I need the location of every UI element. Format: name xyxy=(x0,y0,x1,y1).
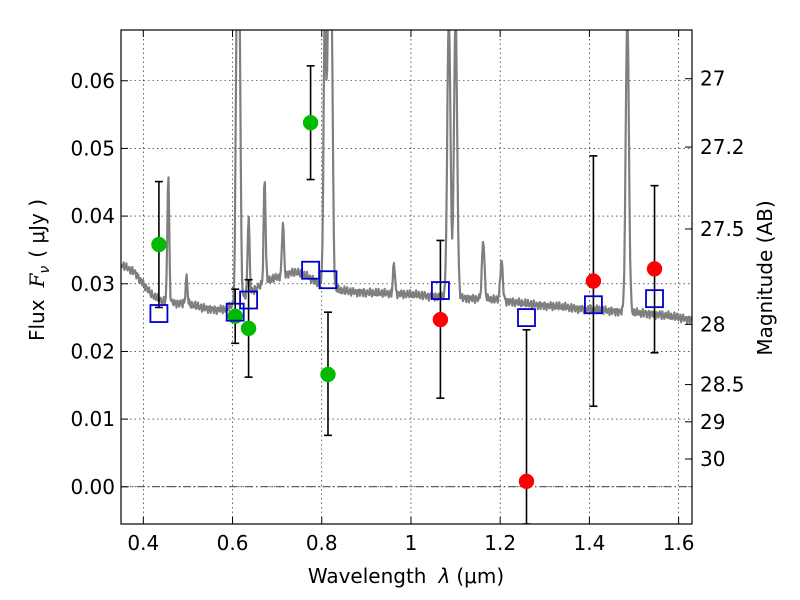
x-tick-label: 1.6 xyxy=(663,531,695,555)
y2-tick-label: 30 xyxy=(700,447,725,471)
ticks-layer: 0.4 0.6 0.8 1 1.2 1.4 1.6 0.00 0.01 0.02 0.03 0.04 0… xyxy=(70,30,745,555)
blue-square-marker xyxy=(584,295,603,315)
y2-tick-label: 27 xyxy=(700,67,725,91)
x-axis-label-text: Wavelength xyxy=(308,564,427,588)
y2-tick-label: 29 xyxy=(700,410,725,434)
green-circle-marker xyxy=(151,236,167,253)
spectrum-layer xyxy=(121,30,692,325)
red-circle-marker xyxy=(432,311,449,328)
y-axis-unit: ( μJy ) xyxy=(25,199,49,258)
y-tick-label: 0.04 xyxy=(70,204,115,228)
y-axis-label: Flux Fν ( μJy ) xyxy=(25,199,53,341)
x-tick-label: 0.8 xyxy=(306,531,338,555)
green-circle-marker xyxy=(240,320,257,337)
blue-square-marker xyxy=(239,290,258,310)
y2-tick-label: 28 xyxy=(700,312,725,336)
plot-area xyxy=(121,30,692,524)
x-tick-label: 1.2 xyxy=(484,531,516,555)
y-tick-label: 0.05 xyxy=(70,136,115,160)
red-circle-marker xyxy=(646,261,663,277)
green-circle-marker xyxy=(302,114,319,131)
red-circle-marker xyxy=(518,473,535,490)
blue-square-marker xyxy=(431,281,450,300)
y-tick-label: 0.02 xyxy=(70,339,115,363)
y2-tick-label: 27.5 xyxy=(700,217,745,241)
plot-frame xyxy=(120,29,693,525)
blue-square-marker xyxy=(301,260,320,280)
x-axis-label: Wavelength λ (μm) xyxy=(308,564,504,588)
x-tick-label: 0.4 xyxy=(127,531,159,555)
y-tick-label: 0.00 xyxy=(70,475,115,499)
blue-square-marker xyxy=(318,270,338,290)
y-tick-label: 0.06 xyxy=(70,69,115,93)
red-circle-marker xyxy=(585,273,602,289)
spectrum-line xyxy=(121,30,692,325)
blue-square-marker xyxy=(149,304,169,323)
blue-square-marker xyxy=(517,308,536,328)
y-axis-label-text: Flux xyxy=(25,299,49,341)
blue-square-marker xyxy=(645,289,664,309)
y-tick-label: 0.01 xyxy=(70,407,115,431)
y2-tick-label: 28.5 xyxy=(700,373,745,397)
x-axis-symbol: λ xyxy=(438,564,451,588)
y2-axis-label: Magnitude (AB) xyxy=(753,200,777,355)
marker-layer xyxy=(149,114,664,490)
y2-tick-label: 27.2 xyxy=(700,135,745,159)
x-tick-label: 1.4 xyxy=(573,531,605,555)
green-circle-marker xyxy=(320,366,336,383)
y-tick-label: 0.03 xyxy=(70,272,115,296)
x-axis-unit: (μm) xyxy=(456,564,504,588)
x-tick-label: 0.6 xyxy=(217,531,249,555)
y-axis-symbol: F xyxy=(25,272,49,288)
x-tick-label: 1 xyxy=(405,531,418,555)
blue-square-marker xyxy=(225,302,245,322)
y-axis-subscript: ν xyxy=(37,266,53,274)
